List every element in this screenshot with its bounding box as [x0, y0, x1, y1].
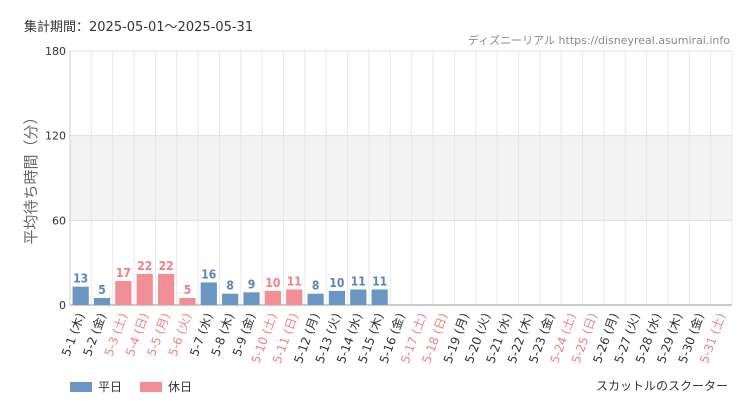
y-axis-label: 平均待ち時間（分）	[22, 109, 40, 244]
bar	[264, 290, 281, 305]
bar-value-label: 10	[265, 276, 280, 290]
bar	[243, 292, 260, 305]
shaded-band	[70, 135, 732, 221]
bar	[136, 273, 153, 305]
weekday-swatch	[70, 381, 92, 392]
bar-value-label: 11	[372, 274, 387, 288]
legend: 平日 休日	[70, 378, 192, 395]
site-credit: ディズニーリアル https://disneyreal.asumirai.inf…	[467, 34, 730, 47]
bar-value-label: 5	[184, 283, 192, 297]
bar-value-label: 17	[116, 266, 131, 280]
bar-value-label: 22	[137, 259, 152, 273]
bar	[328, 290, 346, 305]
y-tick-label: 0	[59, 299, 66, 312]
legend-weekday-label: 平日	[98, 380, 123, 394]
legend-item-weekday: 平日	[70, 378, 122, 395]
bar-value-label: 22	[159, 259, 174, 273]
bar-value-label: 8	[312, 279, 320, 293]
bar-value-label: 13	[73, 272, 88, 286]
bar	[179, 297, 196, 305]
bar-value-label: 10	[329, 276, 344, 290]
y-tick-label: 60	[52, 214, 66, 227]
bar	[200, 282, 217, 305]
bar-value-label: 8	[226, 279, 234, 293]
bar-value-label: 11	[351, 274, 366, 288]
attraction-name: スカットルのスクーター	[595, 379, 728, 393]
bar	[350, 289, 367, 305]
period-label: 集計期間：2025-05-01～2025-05-31	[24, 20, 254, 35]
bar-value-label: 5	[98, 283, 106, 297]
bar	[371, 289, 388, 305]
bar	[93, 297, 111, 305]
bar-value-label: 11	[287, 274, 302, 288]
legend-item-holiday: 休日	[140, 378, 192, 395]
bar	[222, 293, 239, 305]
bar	[307, 293, 324, 305]
legend-holiday-label: 休日	[168, 380, 193, 394]
y-tick-label: 180	[45, 45, 66, 58]
holiday-swatch	[140, 381, 163, 392]
bar-value-label: 9	[248, 277, 256, 291]
bar	[157, 273, 175, 305]
bar-value-label: 16	[201, 267, 216, 281]
y-tick-label: 120	[45, 130, 66, 143]
bar	[72, 286, 89, 305]
bar	[286, 289, 303, 305]
bar	[115, 281, 132, 305]
